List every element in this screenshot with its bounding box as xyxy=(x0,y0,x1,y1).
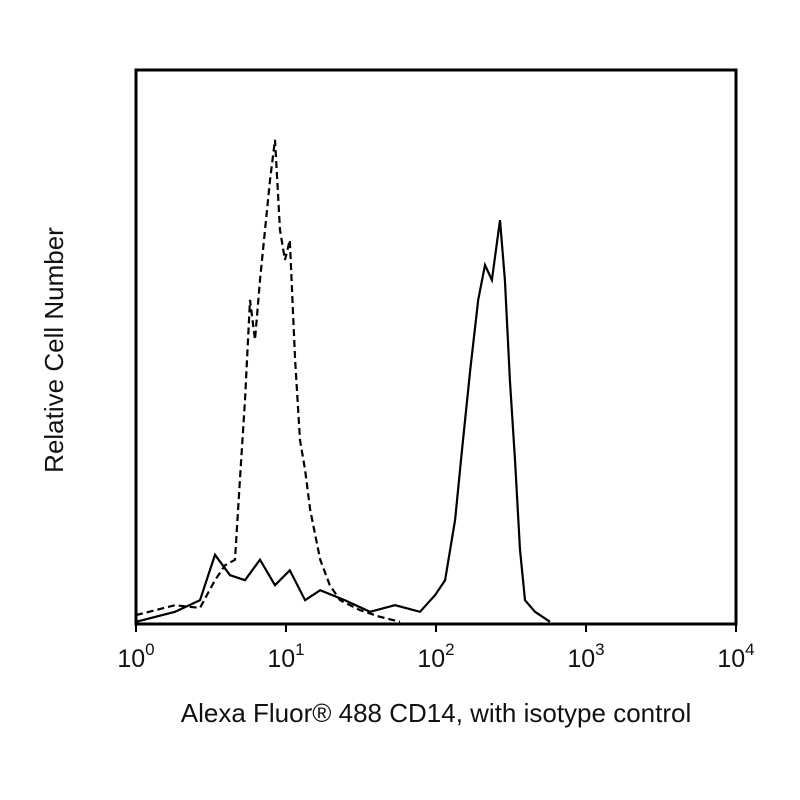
x-tick-base: 10 xyxy=(717,645,745,673)
x-tick-exponent: 4 xyxy=(745,640,754,659)
x-tick-base: 10 xyxy=(567,645,595,673)
x-axis-title: Alexa Fluor® 488 CD14, with isotype cont… xyxy=(181,698,692,728)
x-tick-exponent: 0 xyxy=(145,640,154,659)
x-tick-label: 103 xyxy=(567,640,604,672)
x-tick-exponent: 3 xyxy=(595,640,604,659)
x-tick-label: 100 xyxy=(117,640,154,672)
x-tick-exponent: 1 xyxy=(295,640,304,659)
x-tick-exponent: 2 xyxy=(445,640,454,659)
x-tick-base: 10 xyxy=(267,645,295,673)
plot-frame xyxy=(134,68,738,626)
x-tick-label: 102 xyxy=(417,640,454,672)
x-tick-label: 104 xyxy=(717,640,754,672)
y-axis-title: Relative Cell Number xyxy=(39,227,69,473)
x-tick-base: 10 xyxy=(117,645,145,673)
x-tick-base: 10 xyxy=(417,645,445,673)
histogram-line xyxy=(135,219,551,623)
x-tick-label: 101 xyxy=(267,640,304,672)
histogram-line xyxy=(135,139,401,623)
